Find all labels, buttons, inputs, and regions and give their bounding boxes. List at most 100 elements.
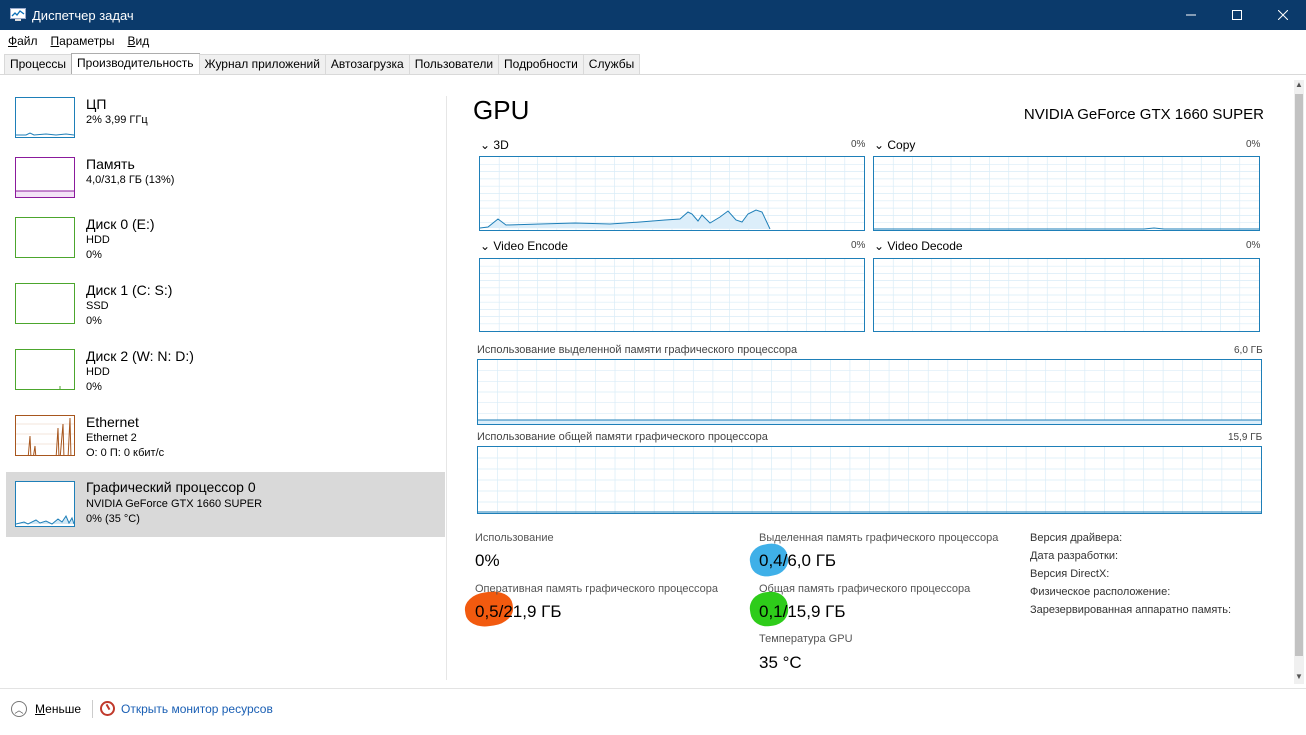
device-item-ethernet[interactable]: Ethernet Ethernet 2 О: 0 П: 0 кбит/с <box>6 408 445 472</box>
disk-2-thumbnail-graph <box>15 349 75 390</box>
device-name: Диск 1 (C: S:) <box>86 282 173 298</box>
tab-startup[interactable]: Автозагрузка <box>324 54 410 74</box>
device-usage: 0% (35 °C) <box>86 513 140 525</box>
graph-3d-plot <box>480 157 864 230</box>
device-name: Ethernet <box>86 414 139 430</box>
device-adapter: Ethernet 2 <box>86 432 137 444</box>
tab-details[interactable]: Подробности <box>498 54 584 74</box>
graph-copy <box>873 156 1260 231</box>
engine-selector-copy[interactable]: ⌄ Copy <box>874 138 916 152</box>
engine-selector-video-decode[interactable]: ⌄ Video Decode <box>874 239 963 253</box>
close-icon <box>1278 10 1288 20</box>
minimize-button[interactable] <box>1168 0 1214 30</box>
graph-copy-plot <box>874 157 1259 230</box>
menu-options[interactable]: Параметры <box>50 33 115 48</box>
graph-grid <box>478 447 1261 513</box>
engine-pct-copy: 0% <box>1246 139 1261 150</box>
ethernet-thumbnail-graph <box>15 415 75 456</box>
open-resource-monitor-link[interactable]: Открыть монитор ресурсов <box>100 701 273 716</box>
device-type: HDD <box>86 366 110 378</box>
tab-app-history[interactable]: Журнал приложений <box>198 54 326 74</box>
device-item-cpu[interactable]: ЦП 2% 3,99 ГГц <box>6 90 445 154</box>
device-name: Графический процессор 0 <box>86 479 256 495</box>
graph-grid <box>874 157 1259 230</box>
resource-monitor-label: Открыть монитор ресурсов <box>121 701 273 716</box>
panel-divider <box>446 96 447 680</box>
shared-memory-value: 0,1/15,9 ГБ <box>759 602 846 621</box>
disk-1-thumbnail-graph <box>15 283 75 324</box>
menu-file[interactable]: Файл <box>8 33 38 48</box>
device-item-gpu-0[interactable]: Графический процессор 0 NVIDIA GeForce G… <box>6 472 445 537</box>
driver-date-label: Дата разработки: <box>1030 550 1119 562</box>
gpu-model-name: NVIDIA GeForce GTX 1660 SUPER <box>1023 106 1264 123</box>
graph-video-encode <box>479 258 865 332</box>
maximize-button[interactable] <box>1214 0 1260 30</box>
device-item-disk-1[interactable]: Диск 1 (C: S:) SSD 0% <box>6 276 445 340</box>
graph-video-decode-plot <box>874 259 1259 331</box>
tab-processes[interactable]: Процессы <box>4 54 73 74</box>
fewer-details-label: Меньше <box>35 702 81 716</box>
scrollbar-thumb[interactable] <box>1295 94 1303 656</box>
gpu-temperature-value: 35 °C <box>759 653 802 672</box>
scroll-down-icon[interactable]: ▼ <box>1295 672 1303 681</box>
gpu-ram-value: 0,5/21,9 ГБ <box>475 602 562 621</box>
graph-shared-memory-plot <box>478 447 1261 513</box>
device-usage: 0% <box>86 249 102 261</box>
fewer-details-button[interactable]: ︿ Меньше <box>11 701 81 717</box>
tab-performance[interactable]: Производительность <box>71 53 200 74</box>
graph-grid <box>478 360 1261 424</box>
graph-dedicated-memory-plot <box>478 360 1261 424</box>
engine-pct-video-decode: 0% <box>1246 240 1261 251</box>
menu-bar: Файл Параметры Вид <box>0 30 1306 51</box>
driver-version-label: Версия драйвера: <box>1030 532 1123 544</box>
task-manager-icon <box>10 8 26 22</box>
device-detail: 4,0/31,8 ГБ (13%) <box>86 174 175 186</box>
device-item-disk-0[interactable]: Диск 0 (E:) HDD 0% <box>6 210 445 274</box>
gpu-temperature-label: Температура GPU <box>759 633 853 645</box>
graph-grid <box>480 157 864 230</box>
disk-0-thumbnail-graph <box>15 217 75 258</box>
cpu-thumbnail-graph <box>15 97 75 138</box>
scroll-up-icon[interactable]: ▲ <box>1295 80 1303 89</box>
reserved-memory-label: Зарезервированная аппаратно память: <box>1030 604 1232 616</box>
tab-bar: Процессы Производительность Журнал прило… <box>4 53 641 74</box>
dedicated-memory-graph-label: Использование выделенной памяти графичес… <box>477 344 798 356</box>
dedicated-memory-max: 6,0 ГБ <box>1234 345 1263 356</box>
footer-divider <box>0 688 1306 689</box>
device-name: Память <box>86 156 135 172</box>
gpu-ram-label: Оперативная память графического процессо… <box>475 583 719 595</box>
device-detail: 2% 3,99 ГГц <box>86 114 148 126</box>
tab-services[interactable]: Службы <box>582 54 641 74</box>
memory-thumbnail-graph <box>15 157 75 198</box>
vertical-scrollbar[interactable]: ▲ ▼ <box>1294 80 1304 684</box>
close-button[interactable] <box>1260 0 1306 30</box>
graph-shared-memory <box>477 446 1262 514</box>
shared-memory-label: Общая память графического процессора <box>759 583 971 595</box>
device-item-memory[interactable]: Память 4,0/31,8 ГБ (13%) <box>6 150 445 214</box>
graph-video-decode <box>873 258 1260 332</box>
device-name: Диск 2 (W: N: D:) <box>86 348 194 364</box>
chevron-up-icon: ︿ <box>11 701 27 717</box>
graph-dedicated-memory <box>477 359 1262 425</box>
device-list: ЦП 2% 3,99 ГГц Память 4,0/31,8 ГБ (13%) … <box>6 90 446 690</box>
engine-selector-video-encode[interactable]: ⌄ Video Encode <box>480 239 568 253</box>
menu-view[interactable]: Вид <box>127 33 150 48</box>
device-item-disk-2[interactable]: Диск 2 (W: N: D:) HDD 0% <box>6 342 445 406</box>
directx-version-label: Версия DirectX: <box>1030 568 1110 580</box>
graph-video-encode-plot <box>480 259 864 331</box>
shared-memory-max: 15,9 ГБ <box>1228 432 1263 443</box>
chevron-down-icon: ⌄ <box>480 138 494 152</box>
graph-grid <box>874 259 1259 331</box>
engine-selector-3d[interactable]: ⌄ 3D <box>480 138 509 152</box>
chevron-down-icon: ⌄ <box>874 239 888 253</box>
minimize-icon <box>1186 14 1196 16</box>
graph-3d <box>479 156 865 231</box>
chevron-down-icon: ⌄ <box>480 239 494 253</box>
tab-users[interactable]: Пользователи <box>408 54 500 74</box>
device-model: NVIDIA GeForce GTX 1660 SUPER <box>86 498 263 510</box>
gpu-thumbnail-graph <box>15 481 75 527</box>
device-throughput: О: 0 П: 0 кбит/с <box>86 447 165 459</box>
device-name: Диск 0 (E:) <box>86 216 155 232</box>
device-usage: 0% <box>86 315 102 327</box>
resource-monitor-icon <box>100 701 115 716</box>
